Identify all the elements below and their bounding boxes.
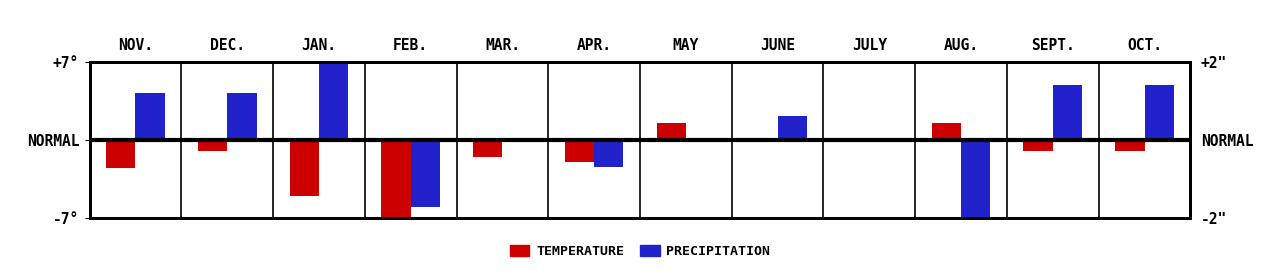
Bar	[778, 116, 806, 140]
Bar	[136, 93, 165, 140]
Bar	[198, 140, 228, 151]
Bar	[961, 140, 991, 218]
Bar	[474, 140, 503, 157]
Bar	[106, 140, 136, 168]
Bar	[411, 140, 440, 207]
Bar	[564, 140, 594, 162]
Legend: TEMPERATURE, PRECIPITATION: TEMPERATURE, PRECIPITATION	[508, 244, 772, 260]
Bar	[1053, 85, 1082, 140]
Bar	[381, 140, 411, 218]
Bar	[1144, 85, 1174, 140]
Bar	[289, 140, 319, 196]
Bar	[228, 93, 256, 140]
Bar	[319, 62, 348, 140]
Bar	[932, 123, 961, 140]
Bar	[594, 140, 623, 167]
Bar	[657, 123, 686, 140]
Bar	[1024, 140, 1053, 151]
Bar	[1115, 140, 1144, 151]
